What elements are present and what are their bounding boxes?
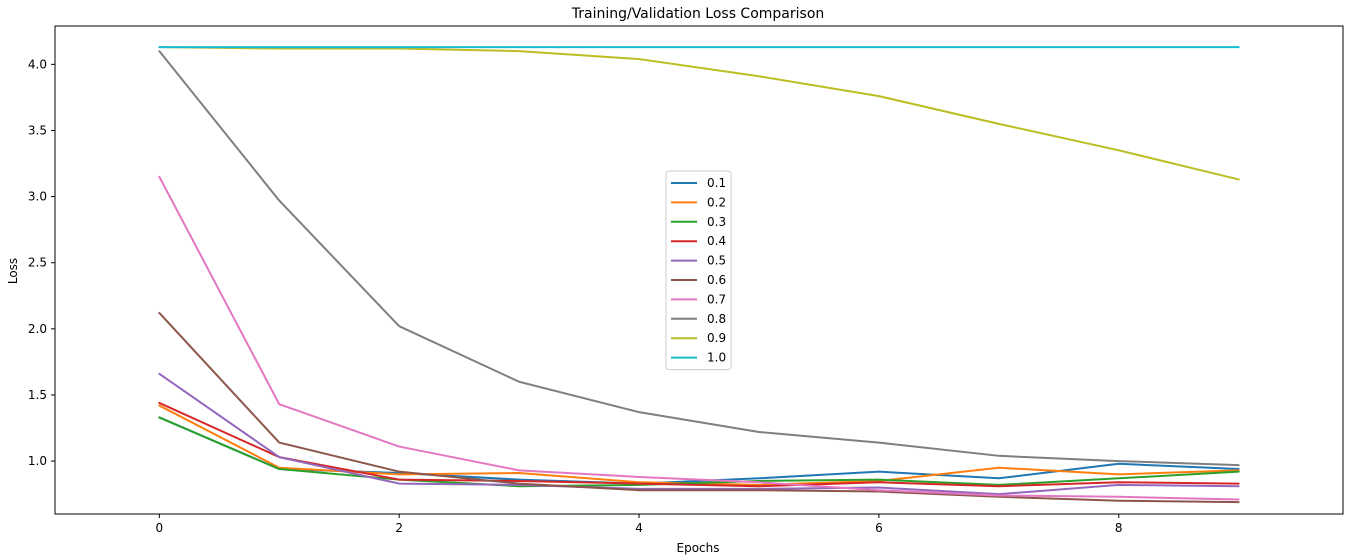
series-line-0.9 [158, 46, 1240, 181]
y-tick-label: 1.5 [28, 388, 47, 402]
legend-box [665, 170, 732, 371]
legend-label: 1.0 [707, 351, 726, 365]
legend-label: 0.5 [707, 254, 726, 268]
series-line-0.7 [158, 175, 1240, 501]
legend-label: 0.6 [707, 273, 726, 287]
y-tick-label: 3.0 [28, 190, 47, 204]
legend-label: 0.4 [707, 234, 726, 248]
legend-label: 0.3 [707, 215, 726, 229]
y-tick-label: 2.0 [28, 322, 47, 336]
chart-title: Training/Validation Loss Comparison [571, 6, 825, 22]
legend-label: 0.7 [707, 292, 726, 306]
x-tick-label: 6 [875, 521, 883, 535]
x-tick-label: 8 [1115, 521, 1123, 535]
legend-label: 0.9 [707, 331, 726, 345]
x-tick-label: 4 [635, 521, 643, 535]
legend: 0.1 0.2 0.3 0.4 0.5 0.6 0.7 0.8 0.9 1.0 [665, 170, 732, 371]
y-tick-label: 3.5 [28, 123, 47, 137]
series-line-0.6 [158, 311, 1240, 504]
legend-label: 0.2 [707, 195, 726, 209]
y-tick-label: 4.0 [28, 57, 47, 71]
y-tick-label: 1.0 [28, 454, 47, 468]
axis-ticks: 0 2 4 6 8 1.0 1.5 2.0 2.5 3.0 3.5 4.0 [28, 57, 1123, 535]
legend-label: 0.1 [707, 176, 726, 190]
series-line-0.5 [158, 372, 1240, 496]
series-lines [158, 46, 1240, 504]
series-line-0.4 [158, 401, 1240, 488]
y-tick-label: 2.5 [28, 256, 47, 270]
series-line-0.3 [158, 416, 1240, 488]
series-line-0.8 [158, 50, 1240, 467]
x-axis-label: Epochs [677, 541, 720, 555]
legend-label: 0.8 [707, 312, 726, 326]
plot-frame [54, 25, 1344, 515]
x-tick-label: 0 [156, 521, 164, 535]
y-axis-label: Loss [6, 258, 20, 284]
x-tick-label: 2 [395, 521, 403, 535]
